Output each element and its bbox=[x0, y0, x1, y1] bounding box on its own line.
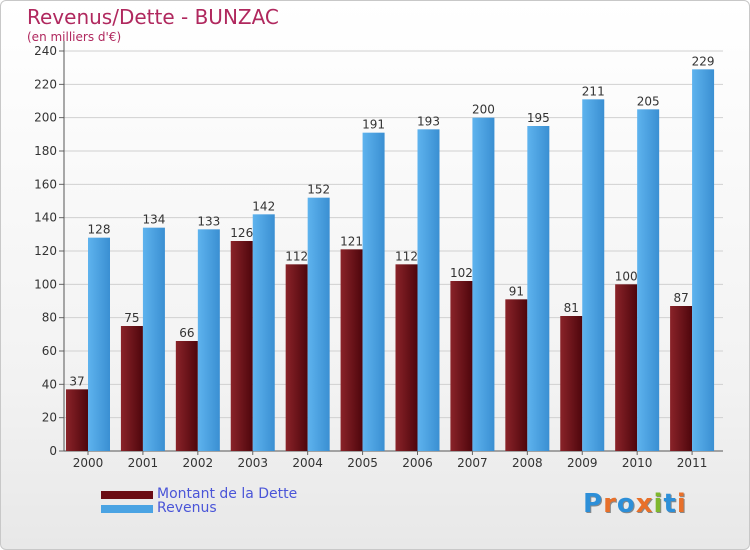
debt-bar bbox=[450, 281, 473, 451]
revenue-bar bbox=[197, 229, 220, 451]
y-tick-label: 60 bbox=[42, 344, 57, 358]
debt-value-label: 91 bbox=[509, 284, 524, 298]
x-tick-label: 2007 bbox=[457, 456, 488, 470]
debt-bar bbox=[505, 299, 528, 451]
debt-value-label: 112 bbox=[285, 249, 308, 263]
debt-value-label: 75 bbox=[124, 311, 139, 325]
debt-bar bbox=[395, 264, 418, 451]
debt-value-label: 121 bbox=[340, 234, 363, 248]
revenue-value-label: 134 bbox=[142, 213, 165, 227]
x-tick-label: 2002 bbox=[183, 456, 214, 470]
debt-value-label: 66 bbox=[179, 326, 194, 340]
debt-bar bbox=[285, 264, 308, 451]
y-tick-label: 0 bbox=[49, 444, 57, 458]
debt-value-label: 37 bbox=[69, 374, 84, 388]
revenue-value-label: 229 bbox=[692, 54, 715, 68]
debt-bar bbox=[120, 326, 143, 451]
revenue-value-label: 128 bbox=[88, 223, 111, 237]
revenue-bar bbox=[307, 197, 330, 451]
debt-value-label: 81 bbox=[564, 301, 579, 315]
revenue-value-label: 142 bbox=[252, 199, 275, 213]
y-tick-label: 240 bbox=[34, 44, 57, 58]
legend-item-debt: Montant de la Dette bbox=[101, 486, 361, 503]
logo-letter: P bbox=[583, 489, 604, 519]
x-tick-label: 2001 bbox=[128, 456, 159, 470]
debt-bar bbox=[340, 249, 363, 451]
revenue-value-label: 205 bbox=[637, 94, 660, 108]
x-tick-label: 2008 bbox=[512, 456, 543, 470]
revenue-value-label: 200 bbox=[472, 103, 495, 117]
x-tick-label: 2005 bbox=[347, 456, 378, 470]
logo-letter: o bbox=[616, 489, 636, 519]
revenue-bar bbox=[252, 214, 275, 451]
y-tick-label: 40 bbox=[42, 377, 57, 391]
debt-value-label: 102 bbox=[450, 266, 473, 280]
chart-subtitle: (en milliers d'€) bbox=[27, 30, 122, 44]
proxiti-logo: Proxiti bbox=[583, 489, 687, 519]
debt-value-label: 100 bbox=[615, 269, 638, 283]
logo-letter: i bbox=[676, 489, 687, 519]
legend-swatch-debt bbox=[101, 491, 153, 499]
y-tick-label: 80 bbox=[42, 311, 57, 325]
x-tick-label: 2010 bbox=[622, 456, 653, 470]
revenue-bar bbox=[692, 69, 715, 451]
revenue-bar bbox=[582, 99, 605, 451]
revenue-value-label: 193 bbox=[417, 114, 440, 128]
revenue-bar bbox=[417, 129, 440, 452]
y-tick-label: 180 bbox=[34, 144, 57, 158]
debt-bar bbox=[560, 316, 583, 451]
debt-bar bbox=[66, 389, 88, 451]
chart-title: Revenus/Dette - BUNZAC bbox=[27, 5, 279, 29]
debt-bar bbox=[670, 306, 693, 451]
revenue-bar bbox=[362, 132, 385, 451]
legend-swatch-revenue bbox=[101, 505, 153, 513]
debt-value-label: 112 bbox=[395, 249, 418, 263]
revenue-bar bbox=[88, 237, 110, 451]
x-tick-label: 2004 bbox=[292, 456, 323, 470]
logo-letter: r bbox=[603, 489, 617, 519]
legend-label-debt: Montant de la Dette bbox=[157, 486, 298, 502]
debt-value-label: 87 bbox=[673, 291, 688, 305]
debt-bar bbox=[175, 341, 198, 451]
revenue-bar bbox=[472, 117, 495, 452]
legend-label-revenue: Revenus bbox=[157, 500, 217, 516]
y-tick-label: 140 bbox=[34, 211, 57, 225]
x-tick-label: 2006 bbox=[402, 456, 433, 470]
legend-item-revenue: Revenus bbox=[101, 500, 361, 517]
revenue-value-label: 152 bbox=[307, 183, 330, 197]
y-tick-label: 160 bbox=[34, 177, 57, 191]
y-tick-label: 200 bbox=[34, 111, 57, 125]
y-tick-label: 20 bbox=[42, 411, 57, 425]
debt-value-label: 126 bbox=[230, 226, 253, 240]
x-tick-label: 2000 bbox=[73, 456, 104, 470]
revenue-bar bbox=[637, 109, 660, 451]
revenue-value-label: 191 bbox=[362, 118, 385, 132]
revenue-value-label: 195 bbox=[527, 111, 550, 125]
debt-bar bbox=[615, 284, 638, 451]
logo-letter: i bbox=[653, 489, 664, 519]
logo-letter: t bbox=[663, 489, 677, 519]
y-tick-label: 220 bbox=[34, 77, 57, 91]
y-tick-label: 100 bbox=[34, 277, 57, 291]
y-tick-label: 120 bbox=[34, 244, 57, 258]
revenue-value-label: 133 bbox=[197, 214, 220, 228]
revenue-value-label: 211 bbox=[582, 84, 605, 98]
revenue-bar bbox=[527, 126, 550, 451]
debt-bar bbox=[230, 241, 253, 451]
x-tick-label: 2009 bbox=[567, 456, 598, 470]
revenue-bar bbox=[142, 227, 165, 451]
x-tick-label: 2003 bbox=[237, 456, 268, 470]
logo-letter: x bbox=[635, 489, 654, 519]
x-tick-label: 2011 bbox=[677, 456, 708, 470]
